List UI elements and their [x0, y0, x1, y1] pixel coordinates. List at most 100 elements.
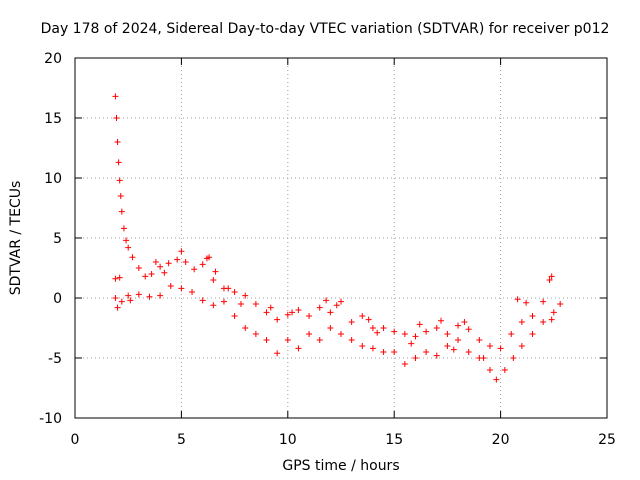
data-point	[129, 254, 136, 261]
data-point	[295, 345, 302, 352]
data-point	[231, 313, 238, 319]
data-point	[220, 298, 227, 305]
data-point	[523, 299, 530, 306]
data-point	[380, 349, 387, 355]
data-point	[501, 367, 508, 373]
data-point	[125, 292, 132, 299]
data-point	[165, 260, 172, 267]
data-point	[529, 331, 536, 337]
x-tick-label: 20	[492, 432, 510, 448]
data-point	[416, 321, 423, 328]
data-point	[327, 309, 334, 316]
y-tick-label: -5	[48, 351, 62, 367]
data-point	[116, 274, 123, 281]
data-point	[412, 355, 419, 361]
data-point	[120, 225, 127, 232]
data-point	[191, 266, 198, 273]
data-point	[174, 256, 181, 263]
data-point	[508, 331, 515, 337]
data-point	[438, 317, 445, 324]
data-point	[189, 289, 196, 295]
x-tick-label: 10	[279, 432, 297, 448]
data-point	[444, 343, 451, 349]
data-point	[391, 328, 398, 335]
y-tick-label: 0	[53, 291, 62, 307]
y-axis-label: SDTVAR / TECUs	[8, 181, 24, 296]
data-point	[408, 340, 415, 347]
data-point	[391, 349, 398, 355]
data-point	[401, 331, 408, 337]
data-point	[338, 298, 344, 305]
data-point	[203, 255, 210, 262]
y-tick-label: -10	[39, 411, 62, 427]
data-point	[267, 304, 274, 311]
tick-labels: 0 5 10 15 20 25 -10 -5 0 5 10 15 20	[39, 51, 616, 448]
data-point	[423, 349, 430, 355]
data-point	[401, 361, 408, 367]
data-point	[263, 309, 270, 316]
data-point	[127, 297, 134, 304]
data-point	[306, 313, 313, 319]
data-point	[306, 331, 313, 337]
data-point	[348, 319, 355, 325]
x-axis-label: GPS time / hours	[282, 458, 399, 474]
data-point	[242, 292, 249, 299]
data-point	[433, 325, 440, 331]
data-point	[135, 291, 142, 298]
data-point	[212, 268, 219, 275]
data-point	[115, 159, 122, 166]
data-point	[295, 307, 302, 313]
data-point	[557, 301, 564, 307]
data-point	[274, 350, 281, 357]
data-point	[114, 139, 121, 145]
data-point	[548, 316, 555, 323]
data-point	[369, 325, 376, 331]
y-tick-label: 5	[53, 231, 62, 247]
data-point	[237, 301, 244, 307]
data-point	[114, 304, 121, 311]
data-point	[480, 355, 487, 361]
data-point	[433, 352, 440, 359]
data-point	[497, 345, 504, 352]
data-point	[316, 337, 323, 343]
data-point	[289, 309, 296, 316]
data-point	[274, 316, 281, 323]
data-point	[486, 367, 493, 373]
data-point	[157, 263, 164, 270]
data-point	[323, 297, 330, 304]
x-tick-label: 25	[598, 432, 616, 448]
data-point	[123, 237, 130, 244]
data-point	[540, 298, 547, 305]
data-point	[112, 295, 119, 301]
data-point	[550, 309, 557, 316]
data-point	[465, 326, 472, 333]
data-point	[316, 304, 323, 311]
data-point	[242, 325, 249, 331]
data-point	[284, 311, 291, 318]
data-point	[548, 273, 555, 280]
data-point	[199, 261, 206, 268]
data-point	[369, 345, 376, 352]
data-point	[348, 337, 355, 343]
data-point	[148, 271, 155, 277]
data-point	[546, 277, 553, 283]
data-point	[146, 293, 153, 300]
data-point	[157, 292, 164, 299]
x-tick-label: 0	[71, 432, 80, 448]
data-point	[518, 343, 525, 349]
data-point	[178, 285, 185, 292]
data-point	[113, 115, 120, 121]
data-point	[112, 275, 119, 282]
y-tick-label: 10	[44, 171, 62, 187]
data-point	[167, 283, 174, 289]
data-point	[263, 337, 270, 343]
data-point	[284, 337, 291, 343]
data-point	[374, 329, 381, 336]
data-point	[476, 337, 483, 343]
data-point	[125, 244, 132, 251]
data-point	[514, 296, 521, 303]
data-point	[518, 319, 525, 325]
data-point	[182, 259, 189, 265]
data-point	[116, 177, 123, 184]
data-point	[540, 319, 547, 325]
